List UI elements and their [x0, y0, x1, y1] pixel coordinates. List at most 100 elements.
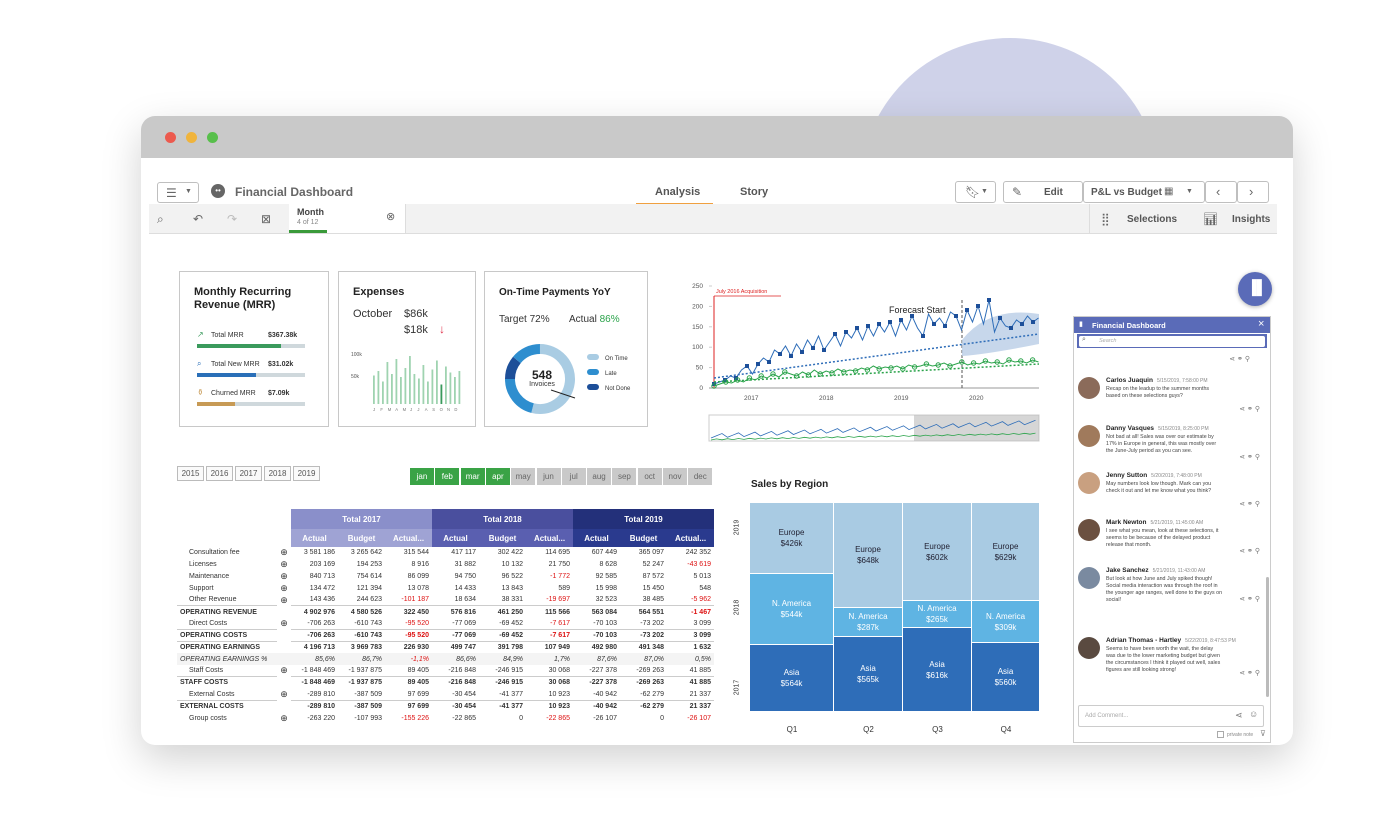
- minimize-window-button[interactable]: [186, 132, 197, 143]
- treemap-cell-asia[interactable]: Asia $560k: [972, 643, 1039, 711]
- treemap-cell-namerica[interactable]: N. America $309k: [972, 601, 1039, 643]
- edit-button[interactable]: ✎ Edit: [1003, 181, 1083, 203]
- table-subheader[interactable]: Actual...: [385, 529, 432, 547]
- treemap-cell-europe[interactable]: Europe $602k: [903, 503, 971, 601]
- share-icon[interactable]: ⋖: [1235, 710, 1243, 720]
- expand-plus-icon[interactable]: ⊕: [280, 665, 288, 676]
- comment-item[interactable]: Mark Newton 5/21/2019, 11:45:00 AM I see w…: [1078, 519, 1264, 563]
- table-row[interactable]: Maintenance ⊕ 840 713 754 614 86 099 94 750 96…: [177, 571, 714, 583]
- table-row[interactable]: Consultation fee ⊕ 3 581 186 3 265 642 315 5…: [177, 547, 714, 559]
- comment-actions[interactable]: ⋖ ⚭ ⚲: [1239, 406, 1260, 413]
- table-subheader[interactable]: Budget: [338, 529, 385, 547]
- year-filter-item[interactable]: 2015: [177, 466, 204, 481]
- sheet-selector[interactable]: P&L vs Budget ▦ ▼: [1083, 181, 1205, 203]
- table-subheader[interactable]: Actual: [573, 529, 620, 547]
- bookmark-button[interactable]: 🔖︎ ▼: [955, 181, 996, 203]
- table-row[interactable]: OPERATING EARNINGS 4 196 713 3 969 783 226 …: [177, 640, 714, 654]
- clear-selection-icon[interactable]: ⊗: [386, 211, 396, 223]
- month-filter-item[interactable]: nov: [663, 468, 687, 485]
- table-row[interactable]: Staff Costs ⊕ -1 848 469 -1 937 875 89 405 -2…: [177, 665, 714, 677]
- treemap-cell-europe[interactable]: Europe $426k: [750, 503, 833, 574]
- kpi-expenses-card[interactable]: Expenses October $86k $18k ↓ 100k 50k J F M A…: [338, 271, 476, 427]
- expand-plus-icon[interactable]: ⊕: [280, 594, 288, 605]
- treemap-cell-namerica[interactable]: N. America $544k: [750, 574, 833, 645]
- month-filter-item[interactable]: mar: [460, 468, 485, 485]
- month-filter-item[interactable]: jul: [561, 468, 586, 485]
- add-comment-input[interactable]: Add Comment... ⋖ ☺: [1078, 705, 1264, 727]
- year-filter-item[interactable]: 2016: [206, 466, 233, 481]
- table-subheader[interactable]: Budget: [479, 529, 526, 547]
- treemap-cell-asia[interactable]: Asia $616k: [903, 628, 971, 711]
- month-filter-item[interactable]: dec: [688, 468, 713, 485]
- close-window-button[interactable]: [165, 132, 176, 143]
- close-icon[interactable]: ×: [1258, 318, 1265, 330]
- step-forward-icon[interactable]: ↷: [227, 212, 238, 226]
- private-note-checkbox[interactable]: [1217, 731, 1224, 738]
- table-subheader[interactable]: Actual...: [526, 529, 573, 547]
- filter-icon[interactable]: ⊽: [1260, 729, 1266, 738]
- month-filter-item[interactable]: may: [511, 468, 536, 485]
- month-filter-item[interactable]: aug: [587, 468, 612, 485]
- month-filter-item[interactable]: jan: [410, 468, 434, 485]
- step-back-icon[interactable]: ↶: [193, 212, 204, 226]
- month-filter-item[interactable]: apr: [485, 468, 510, 485]
- expand-plus-icon[interactable]: ⊕: [280, 688, 288, 699]
- pnl-table[interactable]: Total 2017 Total 2018 Total 2019 Actual Budg…: [177, 509, 714, 724]
- comment-item[interactable]: Carlos Juaquin 5/15/2019, 7:58:00 PM Recap…: [1078, 377, 1264, 421]
- treemap-cell-asia[interactable]: Asia $564k: [750, 645, 833, 711]
- maximize-window-button[interactable]: [207, 132, 218, 143]
- selection-chip-month[interactable]: Month 4 of 12 ⊗: [289, 204, 406, 233]
- expand-plus-icon[interactable]: ⊕: [280, 712, 288, 723]
- comment-actions[interactable]: ⋖ ⚭ ⚲: [1239, 454, 1260, 461]
- treemap-cell-europe[interactable]: Europe $648k: [834, 503, 902, 607]
- comment-actions[interactable]: ⋖ ⚭ ⚲: [1239, 501, 1260, 508]
- month-filter-item[interactable]: oct: [637, 468, 662, 485]
- smart-search-icon[interactable]: ⌕: [157, 212, 164, 226]
- month-filter-item[interactable]: feb: [435, 468, 460, 485]
- treemap-cell-namerica[interactable]: N. America $287k: [834, 607, 902, 636]
- table-subheader[interactable]: Actual: [291, 529, 338, 547]
- table-row[interactable]: EXTERNAL COSTS -289 810 -387 509 97 699 -30 …: [177, 699, 714, 713]
- treemap-cell-namerica[interactable]: N. America $265k: [903, 601, 971, 628]
- table-subheader[interactable]: Budget: [620, 529, 667, 547]
- comment-actions[interactable]: ⋖ ⚭ ⚲: [1239, 670, 1260, 677]
- month-filter-item[interactable]: sep: [612, 468, 637, 485]
- comments-scrollbar[interactable]: [1266, 577, 1269, 697]
- table-row[interactable]: OPERATING COSTS -706 263 -610 743 -95 520 -7…: [177, 629, 714, 642]
- emoji-icon[interactable]: ☺: [1249, 709, 1259, 719]
- insights-fab-button[interactable]: ▐▌: [1238, 272, 1272, 306]
- expand-plus-icon[interactable]: ⊕: [280, 582, 288, 593]
- clear-selections-icon[interactable]: ⊠: [261, 212, 272, 226]
- table-row[interactable]: STAFF COSTS -1 848 469 -1 937 875 89 405 -21…: [177, 676, 714, 689]
- next-sheet-button[interactable]: ›: [1237, 181, 1269, 203]
- insights-button[interactable]: Insights: [1232, 214, 1271, 225]
- table-row[interactable]: Group costs ⊕ -263 220 -107 993 -155 226 -22 …: [177, 712, 714, 724]
- expand-plus-icon[interactable]: ⊕: [280, 618, 288, 629]
- table-group-header[interactable]: Total 2019: [573, 509, 714, 529]
- forecast-line-chart[interactable]: 250 200 150 100 50 0 2017 2018 2019 2020 July 2016…: [669, 266, 1044, 446]
- comment-item[interactable]: Jenny Sutton 5/20/2019, 7:48:00 PM May num…: [1078, 472, 1264, 516]
- month-filter-item[interactable]: jun: [536, 468, 561, 485]
- table-row[interactable]: OPERATING EARNINGS % 85,6% 86,7% -1,1% 86,6%…: [177, 653, 714, 665]
- forecast-range-selection[interactable]: [914, 415, 1039, 441]
- year-filter-item[interactable]: 2017: [235, 466, 262, 481]
- comment-actions[interactable]: ⋖ ⚭ ⚲: [1239, 548, 1260, 555]
- table-row[interactable]: Direct Costs ⊕ -706 263 -610 743 -95 520 -77 …: [177, 618, 714, 630]
- table-row[interactable]: OPERATING REVENUE 4 902 976 4 580 526 322 4…: [177, 605, 714, 618]
- kpi-mrr-card[interactable]: Monthly Recurring Revenue (MRR) ↗ Total M…: [179, 271, 329, 427]
- table-row[interactable]: External Costs ⊕ -289 810 -387 509 97 699 -30…: [177, 689, 714, 701]
- expand-plus-icon[interactable]: ⊕: [280, 547, 288, 558]
- table-row[interactable]: Licenses ⊕ 203 169 194 253 8 916 31 882 10 132…: [177, 559, 714, 571]
- comment-actions[interactable]: ⋖ ⚭ ⚲: [1229, 356, 1250, 363]
- table-subheader[interactable]: Actual: [432, 529, 479, 547]
- table-group-header[interactable]: Total 2017: [291, 509, 432, 529]
- comments-search-input[interactable]: ⌕ Search: [1079, 336, 1265, 347]
- comment-actions[interactable]: ⋖ ⚭ ⚲: [1239, 596, 1260, 603]
- expand-plus-icon[interactable]: ⊕: [280, 570, 288, 581]
- comment-item[interactable]: Danny Vasques 5/15/2019, 8:25:00 PM Not ba…: [1078, 425, 1264, 469]
- treemap-cell-asia[interactable]: Asia $565k: [834, 636, 902, 711]
- kpi-ontime-card[interactable]: On-Time Payments YoY Target 72% Actual 8…: [484, 271, 648, 427]
- table-row[interactable]: Support ⊕ 134 472 121 394 13 078 14 433 13 843…: [177, 582, 714, 594]
- tab-story[interactable]: Story: [740, 186, 769, 198]
- treemap-cell-europe[interactable]: Europe $629k: [972, 503, 1039, 601]
